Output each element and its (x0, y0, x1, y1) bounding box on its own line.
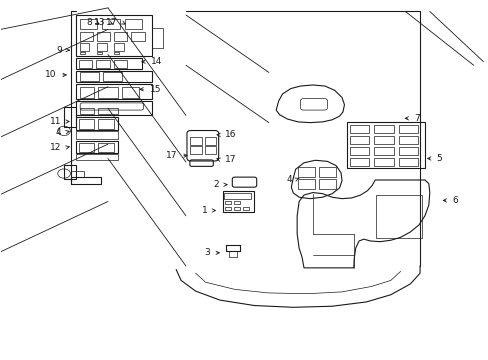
Bar (242, 207, 248, 210)
Text: 1: 1 (201, 206, 207, 215)
Bar (318, 167, 335, 177)
Text: 17: 17 (106, 18, 118, 27)
Bar (373, 126, 393, 134)
Bar (398, 136, 417, 144)
Bar (98, 120, 114, 129)
Bar (76, 140, 118, 153)
Bar (80, 87, 94, 98)
Bar (98, 143, 114, 152)
Text: 10: 10 (45, 71, 56, 80)
Bar (80, 19, 97, 30)
Bar (71, 177, 101, 184)
Bar (373, 147, 393, 155)
Text: 7: 7 (413, 114, 419, 123)
Bar (76, 58, 142, 69)
Bar (114, 60, 127, 68)
Bar (76, 71, 152, 82)
Bar (80, 51, 84, 54)
Bar (373, 136, 393, 144)
Text: 4: 4 (286, 175, 292, 184)
Bar (375, 195, 422, 238)
Text: 14: 14 (151, 57, 162, 66)
Text: 4: 4 (56, 128, 61, 137)
Text: 3: 3 (204, 248, 210, 257)
Text: 15: 15 (150, 85, 161, 94)
Bar (76, 15, 152, 56)
Text: 12: 12 (50, 143, 61, 152)
Bar (76, 154, 118, 160)
Bar (224, 207, 231, 210)
Bar (298, 179, 315, 189)
Bar (97, 43, 106, 51)
Text: 13: 13 (93, 18, 105, 27)
Bar (204, 137, 216, 145)
Bar (103, 72, 122, 81)
Bar (373, 158, 393, 166)
Bar (189, 146, 201, 154)
Bar (98, 87, 118, 98)
Bar (79, 143, 94, 152)
Text: 9: 9 (56, 46, 62, 55)
Bar (398, 158, 417, 166)
Text: 17: 17 (224, 156, 236, 165)
Bar (64, 165, 76, 179)
Bar (80, 32, 93, 41)
Bar (96, 60, 110, 68)
Bar (398, 147, 417, 155)
Bar (298, 167, 315, 177)
Bar (349, 136, 368, 144)
Bar (79, 120, 94, 129)
Bar (349, 158, 368, 166)
Bar (349, 126, 368, 134)
Bar (222, 191, 254, 212)
Bar (64, 107, 76, 127)
Bar (76, 131, 118, 139)
Bar (318, 179, 335, 189)
Bar (79, 60, 92, 68)
Bar (189, 137, 201, 145)
Bar (80, 108, 94, 114)
Bar (122, 87, 139, 98)
Bar (346, 122, 424, 168)
Text: 6: 6 (451, 196, 457, 205)
Text: 8: 8 (86, 18, 92, 27)
Text: 5: 5 (436, 154, 442, 163)
Bar (98, 108, 118, 114)
Bar (102, 19, 120, 30)
Bar (114, 43, 123, 51)
Text: 16: 16 (224, 130, 236, 139)
Bar (76, 101, 152, 116)
Bar (80, 72, 99, 81)
Bar (233, 207, 240, 210)
Bar (349, 147, 368, 155)
Bar (114, 51, 119, 54)
Bar (152, 28, 162, 48)
Bar (76, 84, 152, 99)
Bar (76, 117, 118, 130)
Text: 17: 17 (165, 151, 177, 160)
Text: 11: 11 (50, 117, 61, 126)
Bar (398, 126, 417, 134)
Bar (97, 32, 110, 41)
Bar (71, 171, 83, 177)
Bar (80, 43, 89, 51)
Bar (114, 32, 127, 41)
Bar (124, 19, 142, 30)
Bar (224, 193, 250, 199)
Bar (97, 51, 102, 54)
Text: 2: 2 (213, 180, 219, 189)
Bar (204, 146, 216, 154)
Bar (131, 32, 144, 41)
Bar (224, 201, 231, 204)
Bar (233, 201, 240, 204)
